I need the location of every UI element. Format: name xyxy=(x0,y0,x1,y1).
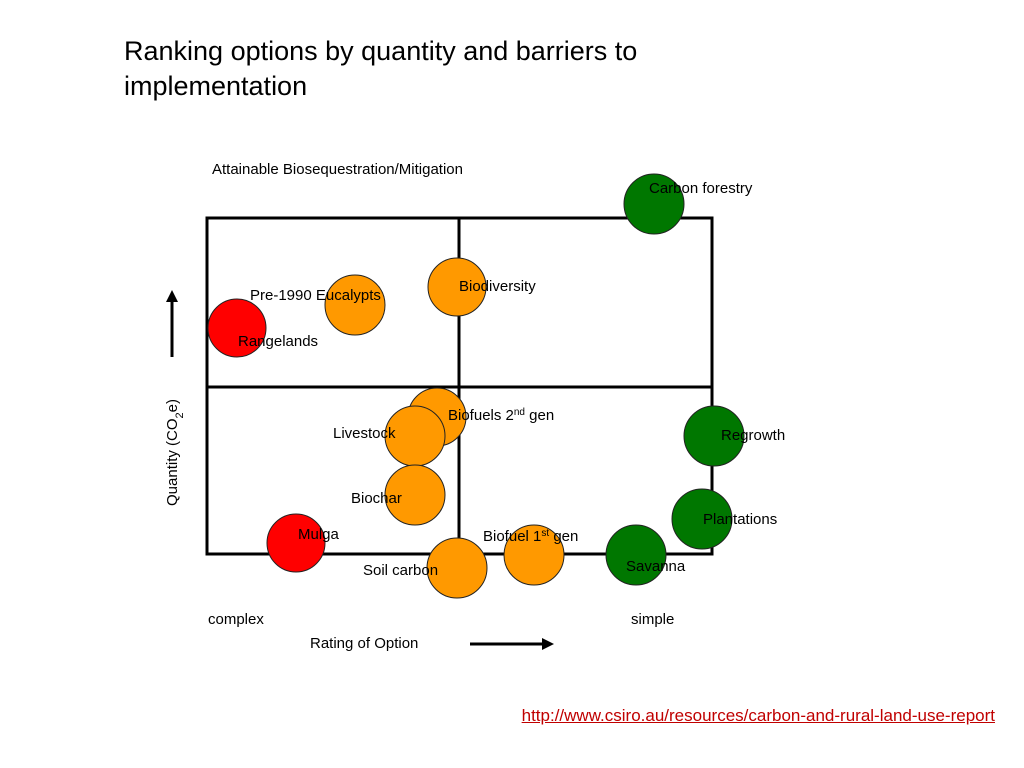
option-savanna: Savanna xyxy=(605,524,686,586)
option-label-text: Carbon forestry xyxy=(649,180,753,197)
option-label-savanna: Savanna xyxy=(626,558,686,575)
option-biodiversity: Biodiversity xyxy=(427,257,536,317)
option-circle-carbon-forestry xyxy=(623,173,685,235)
option-label-text: Livestock xyxy=(333,425,396,442)
option-label-text: Regrowth xyxy=(721,427,785,444)
option-mulga: Mulga xyxy=(266,513,340,573)
option-label-text: Biodiversity xyxy=(459,278,536,295)
option-label-pre-1990-eucalypts: Pre-1990 Eucalypts xyxy=(250,287,381,304)
option-label-soil-carbon: Soil carbon xyxy=(363,562,438,579)
option-label-livestock: Livestock xyxy=(333,425,396,442)
option-circle-biochar xyxy=(384,464,446,526)
option-label-biofuels-2nd-gen: Biofuels 2nd gen xyxy=(448,407,554,425)
option-label-suffix: gen xyxy=(525,407,554,424)
option-label-sup: st xyxy=(541,528,549,539)
source-link[interactable]: http://www.csiro.au/resources/carbon-and… xyxy=(521,706,995,725)
option-livestock: Livestock xyxy=(333,405,446,467)
option-label-suffix: gen xyxy=(549,528,578,545)
option-label-text: Savanna xyxy=(626,558,686,575)
option-circle-regrowth xyxy=(683,405,745,467)
y-axis-label-suffix: e) xyxy=(164,399,181,412)
y-axis-label-main: Quantity (CO xyxy=(164,418,181,506)
option-label-text: Biofuels 2 xyxy=(448,407,514,424)
option-circle-mulga xyxy=(266,513,326,573)
option-circle-pre-1990-eucalypts xyxy=(324,274,386,336)
option-label-text: Biochar xyxy=(351,490,402,507)
option-label-rangelands: Rangelands xyxy=(238,333,318,350)
option-biofuel-1st-gen: Biofuel 1st gen xyxy=(483,524,578,586)
diagram-header: Attainable Biosequestration/Mitigation xyxy=(212,161,463,178)
option-label-text: Biofuel 1 xyxy=(483,528,541,545)
option-label-mulga: Mulga xyxy=(298,526,340,543)
option-circle-savanna xyxy=(605,524,667,586)
option-circle-plantations xyxy=(671,488,733,550)
options-layer: Carbon forestry Biodiversity Pre-1990 Euca… xyxy=(207,173,785,599)
option-rangelands: Rangelands xyxy=(207,298,318,358)
option-circle-biodiversity xyxy=(427,257,487,317)
option-plantations: Plantations xyxy=(671,488,777,550)
y-axis: Quantity (CO2e) xyxy=(164,290,186,506)
option-regrowth: Regrowth xyxy=(683,405,785,467)
option-circle-soil-carbon xyxy=(426,537,488,599)
option-label-text: Soil carbon xyxy=(363,562,438,579)
option-label-biochar: Biochar xyxy=(351,490,402,507)
option-pre-1990-eucalypts: Pre-1990 Eucalypts xyxy=(250,274,386,336)
option-label-regrowth: Regrowth xyxy=(721,427,785,444)
option-label-biofuel-1st-gen: Biofuel 1st gen xyxy=(483,528,578,546)
option-label-text: Pre-1990 Eucalypts xyxy=(250,287,381,304)
x-axis: complex simple Rating of Option xyxy=(208,611,674,652)
option-label-text: Plantations xyxy=(703,511,777,528)
x-axis-label: Rating of Option xyxy=(310,635,418,652)
option-carbon-forestry: Carbon forestry xyxy=(623,173,753,235)
option-label-plantations: Plantations xyxy=(703,511,777,528)
option-label-carbon-forestry: Carbon forestry xyxy=(649,180,753,197)
option-soil-carbon: Soil carbon xyxy=(363,537,488,599)
x-axis-arrow-head xyxy=(542,638,554,650)
x-axis-right-label: simple xyxy=(631,611,674,628)
option-label-biodiversity: Biodiversity xyxy=(459,278,536,295)
y-axis-label: Quantity (CO2e) xyxy=(164,399,186,506)
y-axis-label-sub: 2 xyxy=(174,412,186,418)
option-circle-rangelands xyxy=(207,298,267,358)
y-axis-arrow-head xyxy=(166,290,178,302)
x-axis-left-label: complex xyxy=(208,611,264,628)
option-label-sup: nd xyxy=(514,407,525,418)
option-label-text: Mulga xyxy=(298,526,340,543)
option-label-text: Rangelands xyxy=(238,333,318,350)
slide-title: Ranking options by quantity and barriers… xyxy=(124,36,638,101)
option-biochar: Biochar xyxy=(351,464,446,526)
option-circle-biofuel-1st-gen xyxy=(503,524,565,586)
